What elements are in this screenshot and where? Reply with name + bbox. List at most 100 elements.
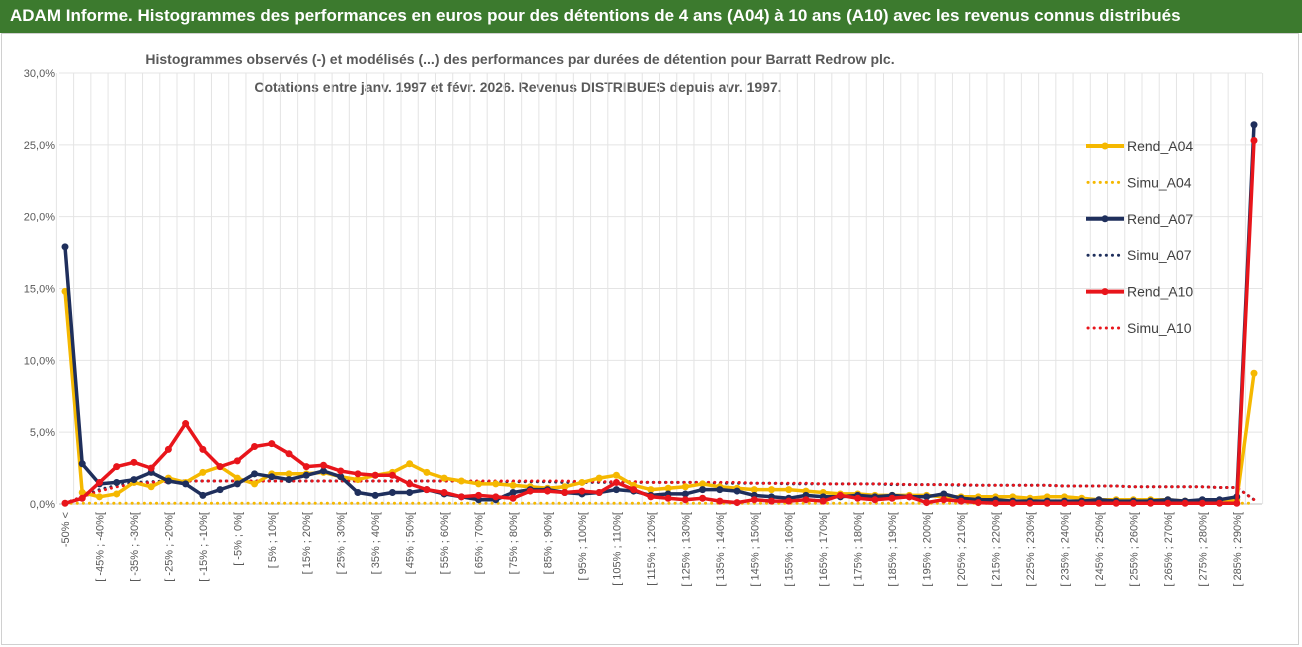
legend-item-Simu_A04: Simu_A04 [1086, 174, 1192, 190]
data-point [733, 487, 741, 495]
legend-label: Rend_A04 [1127, 138, 1193, 154]
x-tick-label: [ 125% ; 130%[ [680, 512, 692, 587]
legend-item-Simu_A10: Simu_A10 [1086, 320, 1192, 336]
data-point [457, 493, 465, 501]
x-tick-label: [ -15% ; -10%[ [198, 512, 210, 582]
x-tick-label: [ 115% ; 120%[ [646, 512, 658, 586]
data-point [1198, 499, 1206, 507]
x-tick-label: [ -5% ; 0%[ [232, 512, 244, 566]
data-point [1043, 499, 1051, 507]
legend-marker [1101, 142, 1109, 150]
data-point [199, 468, 207, 476]
data-point [319, 467, 327, 475]
data-point [1112, 499, 1120, 507]
data-point [216, 463, 224, 471]
legend-label: Rend_A10 [1127, 284, 1193, 300]
data-point [1095, 499, 1103, 507]
data-point [699, 494, 707, 502]
data-point [699, 480, 707, 488]
data-point [216, 486, 224, 494]
data-point [681, 496, 689, 504]
data-point [923, 499, 931, 507]
data-point [768, 486, 776, 494]
x-tick-label: [ 185% ; 190%[ [887, 512, 899, 587]
data-point [992, 499, 1000, 507]
data-point [78, 489, 86, 497]
data-point [147, 464, 155, 472]
data-point [957, 497, 965, 505]
x-tick-label: [ 25% ; 30%[ [336, 512, 348, 574]
data-point [61, 243, 69, 251]
data-point [871, 496, 879, 504]
data-point [664, 484, 672, 492]
data-point [475, 480, 483, 488]
data-point [888, 494, 896, 502]
data-point [251, 480, 259, 488]
gridlines [55, 72, 1264, 505]
data-point [406, 489, 414, 497]
data-point [509, 489, 517, 497]
data-point [475, 491, 483, 499]
series-line [63, 124, 1256, 503]
data-point [1060, 499, 1068, 507]
data-point [233, 474, 241, 482]
y-tick-label: 30,0% [24, 68, 55, 80]
data-point [285, 450, 293, 458]
x-tick-label: [ 75% ; 80%[ [508, 512, 520, 574]
data-point [182, 420, 190, 428]
data-point [423, 468, 431, 476]
data-point [578, 487, 586, 495]
data-point [492, 480, 500, 488]
x-tick-label: [ 275% ; 280%[ [1197, 512, 1209, 587]
data-point [630, 486, 638, 494]
data-point [1250, 137, 1258, 145]
data-point [61, 499, 69, 507]
data-point [78, 494, 86, 502]
data-point [647, 493, 655, 501]
data-point [268, 473, 276, 481]
data-point [785, 497, 793, 505]
data-point [233, 480, 241, 488]
report-title: ADAM Informe. Histogrammes des performan… [10, 6, 1181, 25]
data-point [1147, 499, 1155, 507]
legend-item-Simu_A07: Simu_A07 [1086, 247, 1192, 263]
data-point [974, 499, 982, 507]
legend-item-Rend_A10: Rend_A10 [1086, 284, 1193, 300]
x-tick-label: [ 155% ; 160%[ [784, 512, 796, 587]
y-axis-ticks: 0,0% 5,0% 10,0% 15,0% 20,0% 25,0% 30,0% [24, 68, 55, 511]
data-point [716, 486, 724, 494]
data-point [612, 478, 620, 486]
y-tick-label: 10,0% [24, 355, 55, 367]
data-point [1250, 121, 1258, 129]
data-point [492, 493, 500, 501]
series-line [64, 140, 1256, 506]
data-point [716, 497, 724, 505]
x-tick-label: [ -45% ; -40%[ [94, 512, 106, 582]
data-point [302, 463, 310, 471]
data-point [940, 490, 948, 498]
data-point [681, 490, 689, 498]
data-point [95, 478, 103, 486]
data-point [1009, 499, 1017, 507]
data-point [440, 474, 448, 482]
data-point [578, 478, 586, 486]
data-point [1216, 499, 1224, 507]
data-point [354, 470, 362, 478]
x-tick-label: [ 135% ; 140%[ [715, 512, 727, 587]
data-point [251, 470, 259, 478]
legend-label: Simu_A04 [1127, 174, 1192, 190]
data-point [371, 491, 379, 499]
data-point [612, 486, 620, 494]
data-point [302, 471, 310, 479]
x-axis-ticks: -50% < [ -45% ; -40%[[ -35% ; -30%[[ -25%… [60, 512, 1244, 587]
legend: Rend_A04 Simu_A04 Rend_A07 Simu_A07 Rend_A10… [1086, 138, 1193, 336]
data-point [664, 494, 672, 502]
y-tick-label: 15,0% [24, 284, 55, 296]
x-tick-label: [ 255% ; 260%[ [1128, 512, 1140, 587]
data-point [802, 496, 810, 504]
data-point [164, 445, 172, 453]
data-point [750, 496, 758, 504]
x-tick-label: [ 15% ; 20%[ [301, 512, 313, 574]
data-point [905, 493, 913, 501]
